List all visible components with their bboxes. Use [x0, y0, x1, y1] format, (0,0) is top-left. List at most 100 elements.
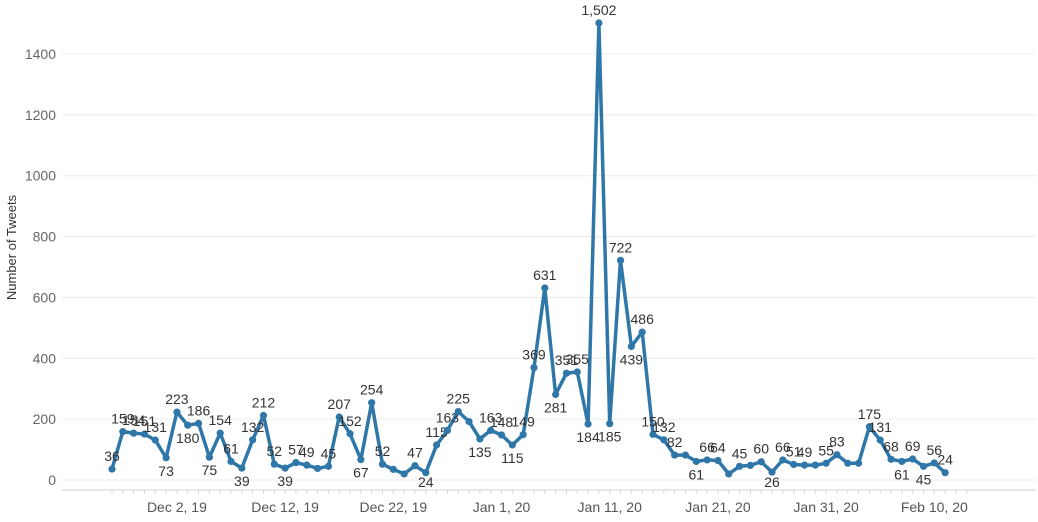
data-point	[616, 256, 625, 264]
data-point	[497, 431, 506, 439]
data-point	[746, 461, 754, 469]
data-point	[270, 460, 278, 468]
y-tick-label: 1000	[25, 168, 56, 184]
data-label: 150	[641, 413, 665, 429]
data-point	[584, 420, 592, 428]
data-point	[433, 441, 441, 449]
data-label: 154	[209, 412, 233, 428]
data-label: 186	[187, 402, 211, 418]
data-point	[649, 430, 657, 438]
data-label: 61	[688, 466, 704, 482]
data-label: 132	[241, 419, 265, 435]
data-label: 281	[544, 400, 568, 416]
data-point	[454, 407, 462, 416]
data-point	[671, 451, 679, 459]
data-point	[173, 408, 181, 416]
data-point	[725, 470, 733, 478]
x-tick-label: Dec 12, 19	[251, 499, 319, 515]
data-label: 115	[425, 424, 448, 440]
data-point	[205, 453, 213, 461]
data-label: 207	[328, 396, 352, 412]
data-label: 39	[234, 473, 250, 489]
data-point	[378, 460, 387, 468]
data-label: 61	[223, 440, 239, 456]
data-point	[627, 342, 635, 351]
x-tick-label: Jan 11, 20	[578, 499, 643, 515]
y-tick-label: 1400	[25, 46, 56, 62]
data-point	[930, 459, 938, 467]
data-point	[292, 459, 300, 467]
x-tick-label: Jan 21, 20	[685, 499, 751, 515]
data-label: 184	[576, 429, 600, 445]
data-point	[368, 399, 376, 407]
data-point	[865, 423, 874, 431]
data-label: 73	[158, 463, 174, 479]
data-label: 163	[479, 409, 503, 425]
data-point	[140, 430, 149, 438]
data-label: 45	[321, 445, 337, 461]
data-label: 64	[710, 440, 726, 456]
data-label: 60	[753, 441, 769, 457]
data-point	[249, 436, 257, 444]
data-point	[313, 464, 322, 473]
data-point	[119, 428, 127, 436]
data-label: 52	[375, 443, 391, 459]
x-tick-label: Dec 22, 19	[359, 499, 427, 515]
data-point	[476, 435, 484, 443]
data-point	[508, 441, 516, 449]
data-point	[909, 455, 917, 463]
data-point	[541, 284, 549, 292]
data-point	[573, 368, 581, 376]
data-point	[357, 456, 365, 464]
data-point	[898, 457, 906, 466]
data-label: 82	[667, 434, 683, 450]
data-label: 631	[533, 267, 557, 283]
data-point	[238, 464, 246, 472]
data-label: 439	[620, 351, 644, 367]
data-point	[941, 469, 949, 477]
data-label: 163	[436, 409, 460, 425]
data-point	[735, 462, 744, 470]
data-point	[389, 465, 397, 473]
data-label: 66	[699, 439, 715, 455]
data-point	[130, 429, 138, 437]
x-tick-label: Feb 10, 20	[901, 499, 968, 515]
data-label: 135	[468, 444, 492, 460]
data-point	[768, 468, 776, 476]
data-point	[681, 451, 690, 459]
x-tick-label: Jan 1, 20	[473, 499, 531, 515]
data-point	[714, 456, 722, 465]
data-point	[552, 390, 560, 399]
data-point	[184, 421, 192, 429]
data-label: 57	[288, 442, 304, 458]
data-label: 49	[299, 444, 315, 460]
data-label: 223	[165, 391, 189, 407]
data-point	[919, 462, 928, 470]
data-label: 51	[786, 443, 802, 459]
y-tick-label: 600	[33, 289, 57, 305]
data-point	[108, 465, 116, 473]
data-label: 131	[869, 419, 893, 435]
data-label: 254	[360, 382, 384, 398]
x-tick-label: Dec 2, 19	[147, 499, 207, 515]
data-point	[779, 456, 787, 464]
data-label: 149	[511, 414, 535, 430]
data-label: 486	[631, 311, 655, 327]
data-label: 225	[447, 391, 471, 407]
data-label: 154	[122, 412, 146, 428]
data-point	[876, 436, 884, 444]
data-point	[530, 364, 538, 372]
data-label: 52	[267, 443, 283, 459]
data-label: 66	[775, 439, 791, 455]
data-point	[335, 413, 343, 421]
y-tick-label: 1200	[25, 107, 56, 123]
data-point	[606, 420, 614, 428]
data-label: 151	[133, 413, 157, 429]
y-tick-label: 800	[33, 229, 57, 245]
y-axis-title: Number of Tweets	[4, 194, 20, 301]
data-label: 68	[883, 438, 899, 454]
data-point	[194, 419, 203, 428]
data-point	[487, 426, 495, 435]
